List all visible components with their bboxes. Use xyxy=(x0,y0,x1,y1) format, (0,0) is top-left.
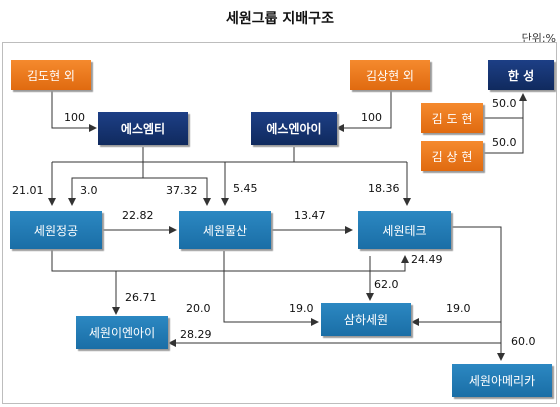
stake-mulsan-20: 20.0 xyxy=(186,302,211,315)
hanseong-label: 한 성 xyxy=(507,68,535,83)
stake-to-tech: 18.36 xyxy=(368,182,400,195)
snai-label: 에스엔아이 xyxy=(266,122,322,136)
kim-dohyun-etc-label: 김도현 외 xyxy=(27,68,75,83)
edge-to-mulsan-a xyxy=(143,177,211,206)
stake-tech-lower: 24.49 xyxy=(411,253,443,266)
edge-tech-right xyxy=(452,226,505,361)
sewon-mulsan-box[interactable]: 세원물산 xyxy=(179,211,271,249)
sewon-america-box[interactable]: 세원아메리카 xyxy=(452,364,552,397)
stake-mulsan-tech: 13.47 xyxy=(294,209,326,222)
unit-label: 단위:% xyxy=(521,32,556,45)
kim-sanghyun-etc-label: 김상현 외 xyxy=(366,68,414,83)
edge-dohyun-smt xyxy=(51,90,97,132)
sewon-tech-box[interactable]: 세원테크 xyxy=(358,211,451,249)
smt-box[interactable]: 에스엠티 xyxy=(98,112,188,145)
kim-sanghyun-box[interactable]: 김 상 현 xyxy=(421,141,483,171)
edge-jeonggong-tech-lower xyxy=(51,250,409,272)
stake-to-samha-19a: 19.0 xyxy=(289,302,314,315)
edge-sanghyun-snai xyxy=(336,90,392,132)
kim-dohyun-box[interactable]: 김 도 현 xyxy=(421,103,483,133)
stake-to-america: 60.0 xyxy=(511,335,536,348)
edge-sanghyun-hanseong xyxy=(482,118,524,154)
stake-jeonggong-mulsan: 22.82 xyxy=(122,209,154,222)
kim-dohyun-label: 김 도 현 xyxy=(431,111,473,126)
stake-sanghyun-hanseong: 50.0 xyxy=(492,136,517,149)
stake-to-jeonggong-b: 3.0 xyxy=(80,184,98,197)
kim-sanghyun-label: 김 상 현 xyxy=(431,149,473,164)
stake-to-jeonggong-a: 21.01 xyxy=(12,184,44,197)
sewon-mulsan-label: 세원물산 xyxy=(202,223,248,238)
stake-to-mulsan-a: 37.32 xyxy=(166,184,198,197)
sewon-enai-label: 세원이엔아이 xyxy=(88,326,156,340)
snai-box[interactable]: 에스엔아이 xyxy=(251,112,337,145)
stake-sanghyun-snai: 100 xyxy=(361,111,382,124)
sewon-jeonggong-label: 세원정공 xyxy=(33,223,79,238)
samha-sewon-box[interactable]: 삼하세원 xyxy=(321,303,411,336)
sewon-enai-box[interactable]: 세원이엔아이 xyxy=(76,316,168,349)
sewon-tech-label: 세원테크 xyxy=(382,223,427,238)
sewon-america-label: 세원아메리카 xyxy=(468,374,536,388)
samha-sewon-label: 삼하세원 xyxy=(343,313,389,327)
kim-sanghyun-etc-box[interactable]: 김상현 외 xyxy=(350,60,430,90)
stake-dohyun-hanseong: 50.0 xyxy=(492,97,517,110)
stake-jeonggong-enai: 26.71 xyxy=(125,291,157,304)
edge-mulsan-samha xyxy=(223,251,319,326)
stake-to-mulsan-b: 5.45 xyxy=(233,182,258,195)
kim-dohyun-etc-box[interactable]: 김도현 외 xyxy=(11,60,91,90)
edge-to-jeonggong-b xyxy=(68,177,143,206)
stake-to-samha-62: 62.0 xyxy=(374,278,399,291)
smt-label: 에스엠티 xyxy=(120,122,166,136)
stake-to-samha-19b: 19.0 xyxy=(446,302,471,315)
stake-dohyun-smt: 100 xyxy=(64,111,85,124)
stake-to-enai: 28.29 xyxy=(180,328,212,341)
page-title: 세원그룹 지배구조 xyxy=(226,11,334,27)
hanseong-box[interactable]: 한 성 xyxy=(488,60,554,90)
sewon-jeonggong-box[interactable]: 세원정공 xyxy=(10,211,102,249)
